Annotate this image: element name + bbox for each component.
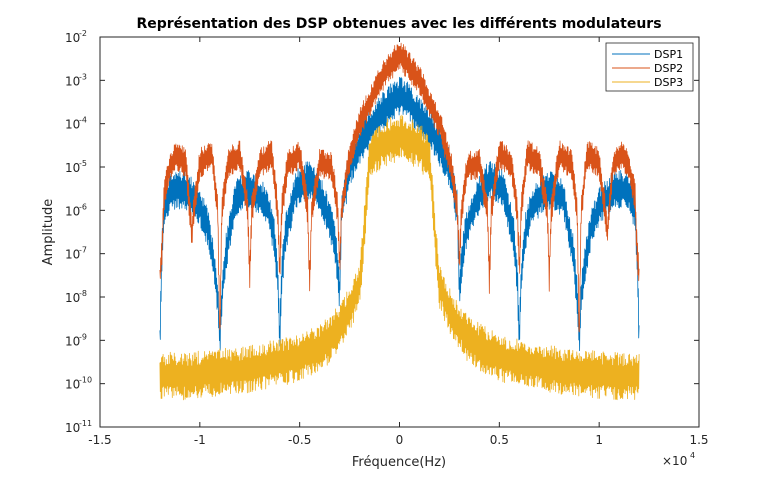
x-tick-label: 0 xyxy=(396,433,404,447)
legend-entry: DSP1 xyxy=(654,48,683,61)
y-tick-exponent: -9 xyxy=(79,332,87,341)
x-tick-label: -1 xyxy=(194,433,206,447)
legend-box xyxy=(605,42,694,92)
y-tick-label: 10 xyxy=(65,118,80,132)
x-tick-label: 1 xyxy=(595,433,603,447)
x-tick-label: 1.5 xyxy=(689,433,708,447)
x-exponent-base: ×10 xyxy=(662,454,687,468)
x-tick-label: 0.5 xyxy=(490,433,509,447)
y-tick-label: 10 xyxy=(65,31,80,45)
legend-entry: DSP2 xyxy=(654,62,683,75)
series-layer xyxy=(159,42,640,401)
y-tick-exponent: -6 xyxy=(79,202,87,211)
y-tick-label: 10 xyxy=(65,248,80,262)
y-tick-label: 10 xyxy=(65,204,80,218)
series-line-dsp2 xyxy=(159,42,640,333)
y-tick-exponent: -7 xyxy=(79,246,87,255)
y-tick-exponent: -4 xyxy=(79,116,87,125)
x-tick-label: -0.5 xyxy=(288,433,311,447)
y-tick-label: 10 xyxy=(65,378,80,392)
legend-entry: DSP3 xyxy=(654,76,683,89)
y-tick-label: 10 xyxy=(65,74,80,88)
x-axis-label: Fréquence(Hz) xyxy=(352,455,446,470)
y-tick-exponent: -11 xyxy=(79,419,92,428)
y-tick-exponent: -2 xyxy=(79,29,87,38)
y-tick-label: 10 xyxy=(65,291,80,305)
y-axis: 10-1110-1010-910-810-710-610-510-410-310… xyxy=(65,29,699,435)
x-exponent: ×10 4 xyxy=(662,451,695,468)
y-tick-label: 10 xyxy=(65,161,80,175)
y-tick-label: 10 xyxy=(65,421,80,435)
y-tick-exponent: -10 xyxy=(79,376,92,385)
chart-title: Représentation des DSP obtenues avec les… xyxy=(136,16,661,32)
y-tick-label: 10 xyxy=(65,334,80,348)
y-tick-exponent: -8 xyxy=(79,289,87,298)
x-tick-label: -1.5 xyxy=(88,433,111,447)
x-exponent-power: 4 xyxy=(690,451,695,460)
y-tick-exponent: -3 xyxy=(79,72,87,81)
y-tick-exponent: -5 xyxy=(79,159,87,168)
y-axis-label: Amplitude xyxy=(41,199,56,266)
x-axis: -1.5 -1 -0.5 0 0.5 1 1.5 xyxy=(88,37,709,447)
series-line-dsp3 xyxy=(159,114,640,401)
series-line-dsp1 xyxy=(159,76,640,352)
